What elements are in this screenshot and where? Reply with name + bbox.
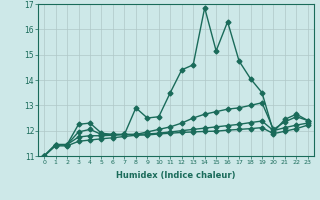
X-axis label: Humidex (Indice chaleur): Humidex (Indice chaleur) [116,171,236,180]
